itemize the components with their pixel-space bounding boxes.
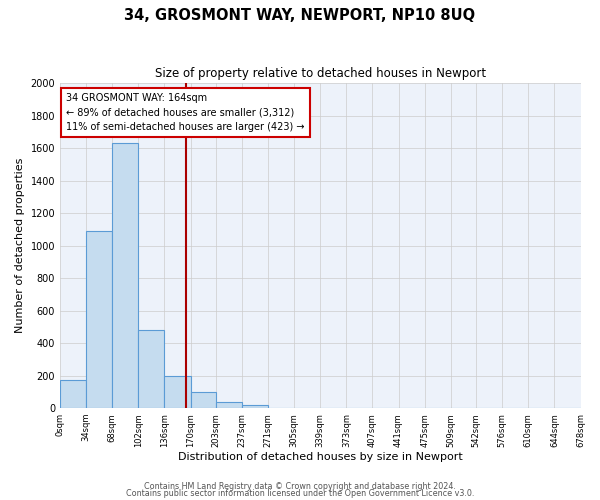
Bar <box>60 380 86 408</box>
Bar <box>139 330 164 408</box>
Text: Contains HM Land Registry data © Crown copyright and database right 2024.: Contains HM Land Registry data © Crown c… <box>144 482 456 491</box>
Text: Contains public sector information licensed under the Open Government Licence v3: Contains public sector information licen… <box>126 490 474 498</box>
Title: Size of property relative to detached houses in Newport: Size of property relative to detached ho… <box>155 68 486 80</box>
Bar <box>191 392 216 408</box>
Bar <box>164 376 191 408</box>
Bar <box>216 402 242 408</box>
Bar <box>86 231 112 408</box>
X-axis label: Distribution of detached houses by size in Newport: Distribution of detached houses by size … <box>178 452 463 462</box>
Text: 34 GROSMONT WAY: 164sqm
← 89% of detached houses are smaller (3,312)
11% of semi: 34 GROSMONT WAY: 164sqm ← 89% of detache… <box>66 93 305 132</box>
Bar <box>242 405 268 408</box>
Text: 34, GROSMONT WAY, NEWPORT, NP10 8UQ: 34, GROSMONT WAY, NEWPORT, NP10 8UQ <box>124 8 476 22</box>
Y-axis label: Number of detached properties: Number of detached properties <box>15 158 25 334</box>
Bar <box>112 143 139 408</box>
